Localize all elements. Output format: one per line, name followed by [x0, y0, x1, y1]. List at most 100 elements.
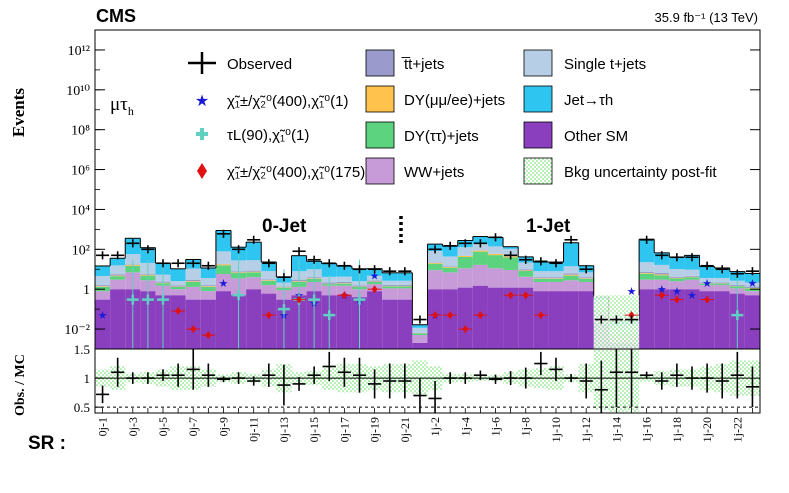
signal-blue-star: ★ — [370, 270, 380, 282]
bar-other_sm — [110, 289, 126, 349]
lumi-label: 35.9 fb⁻¹ (13 TeV) — [655, 10, 758, 25]
signal-red-diamond — [175, 307, 182, 316]
bar-jet_tau — [200, 267, 216, 279]
signal-blue-star: ★ — [98, 310, 108, 322]
bar-single_t — [125, 254, 141, 265]
ratio-tick-label: 0.5 — [74, 400, 90, 415]
bar-ttbar — [170, 285, 186, 287]
bar-single_t — [654, 264, 670, 273]
bar-ww — [215, 273, 232, 292]
bar-ww — [336, 285, 352, 296]
bar-dy_tautau — [185, 281, 201, 287]
legend-label-other-sm: Other SM — [564, 128, 628, 145]
legend-item-other-sm: Other SM — [523, 121, 628, 149]
bar-other_sm — [95, 299, 111, 349]
bar-ww — [170, 289, 186, 296]
legend-label-ww: WW+jets — [404, 164, 464, 181]
x-tick-label: 0j-11 — [247, 417, 261, 442]
legend-label-uncertainty: Bkg uncertainty post-fit — [564, 164, 717, 181]
bar-ww — [563, 280, 579, 292]
bar-ww — [578, 281, 594, 292]
legend-item-dy-mumu: DY(μμ/ee)+jets — [365, 85, 505, 113]
region-label-0jet: 0-Jet — [262, 216, 307, 237]
y-axis-title: Events — [9, 88, 28, 138]
bar-jet_tau — [140, 247, 156, 263]
bar-single_t — [714, 277, 730, 283]
y-tick-label: 10² — [72, 243, 90, 258]
bar-other_sm — [336, 295, 352, 349]
signal-red-diamond — [628, 311, 635, 320]
bar-dy_mumu — [215, 264, 232, 266]
signal-red-diamond — [673, 295, 680, 304]
bar-jet_tau — [503, 246, 519, 249]
bar-dy_mumu — [246, 271, 262, 273]
bar-other_sm — [744, 295, 760, 349]
bar-dy_tautau — [487, 255, 504, 269]
bar-dy_tautau — [200, 286, 216, 292]
observed-points — [96, 229, 759, 324]
bar-jet_tau — [246, 242, 262, 261]
bar-other_sm — [185, 299, 201, 349]
bar-dy_tautau — [215, 265, 232, 274]
bar-dy_tautau — [170, 286, 186, 290]
legend-label-dy-mumu: DY(μμ/ee)+jets — [404, 92, 505, 109]
bar-ttbar — [261, 279, 277, 281]
bar-ww — [261, 285, 277, 294]
bar-ww — [95, 291, 111, 300]
signal-blue-star: ★ — [748, 278, 758, 290]
y-tick-label: 10⁴ — [71, 203, 90, 218]
legend-label-signal-blue: χ̃₁±/χ̃₂⁰(400),χ̃₁⁰(1) — [227, 93, 349, 110]
x-tick-label: 1j-6 — [489, 417, 503, 436]
bar-ttbar — [744, 286, 760, 288]
bar-other_sm — [578, 291, 594, 349]
bar-other_sm — [699, 291, 715, 349]
x-tick-label: 0j-3 — [126, 417, 140, 436]
bar-dy_mumu — [654, 274, 670, 276]
bar-dy_tautau — [669, 278, 685, 282]
bar-ww — [382, 288, 398, 300]
bar-single_t — [367, 275, 383, 281]
signal-red-diamond — [205, 331, 212, 340]
legend-label-signal-red: χ̃₁±/χ̃₂⁰(400),χ̃₁⁰(175) — [227, 164, 365, 181]
signal-blue-star: ★ — [687, 290, 697, 302]
bar-other_sm — [684, 289, 700, 349]
bar-ttbar — [185, 279, 201, 282]
x-tick-label: 1j-14 — [609, 417, 623, 442]
y-tick-label: 1 — [83, 283, 90, 298]
bar-jet_tau — [669, 257, 685, 270]
bar-dy_tautau — [714, 283, 730, 286]
bar-single_t — [699, 277, 715, 283]
bar-dy_tautau — [563, 275, 579, 281]
bar-dy_tautau — [518, 270, 534, 277]
bar-single_t — [684, 269, 700, 276]
bar-other_sm — [518, 287, 534, 349]
x-tick-label: 0j-5 — [156, 417, 170, 436]
bar-ttbar — [110, 274, 126, 276]
bar-ttbar — [684, 275, 700, 277]
bar-dy_tautau — [457, 256, 473, 269]
signal-blue-star: ★ — [657, 284, 667, 296]
bar-ttbar — [639, 271, 655, 273]
bar-ww — [185, 286, 201, 300]
legend: Observed ★ χ̃₁±/χ̃₂⁰(400),χ̃₁⁰(1) τL(90)… — [188, 49, 717, 185]
bar-dy_mumu — [261, 280, 277, 281]
bar-jet_tau — [397, 272, 413, 281]
bar-dy_mumu — [518, 270, 534, 271]
bar-dy_tautau — [412, 333, 428, 336]
bar-dy_tautau — [684, 277, 700, 280]
y-tick-label: 10⁶ — [71, 164, 90, 179]
bar-other_sm — [367, 291, 383, 349]
signal-red-diamond — [265, 311, 272, 320]
y-tick-label: 10¹⁰ — [66, 84, 90, 99]
x-tick-label: 1j-18 — [670, 417, 684, 442]
bar-jet_tau — [110, 258, 126, 266]
bar-single_t — [261, 271, 277, 280]
ratio-tick-label: 1.5 — [74, 342, 90, 357]
signal-red-diamond — [296, 295, 303, 304]
bar-ww — [639, 279, 655, 290]
bar-single_t — [518, 262, 534, 270]
bar-ttbar — [367, 280, 383, 282]
ratio-axis-title: Obs. / MC — [13, 354, 28, 416]
legend-label-jet-tau: Jet→τh — [564, 92, 613, 109]
bar-ww — [714, 285, 730, 292]
